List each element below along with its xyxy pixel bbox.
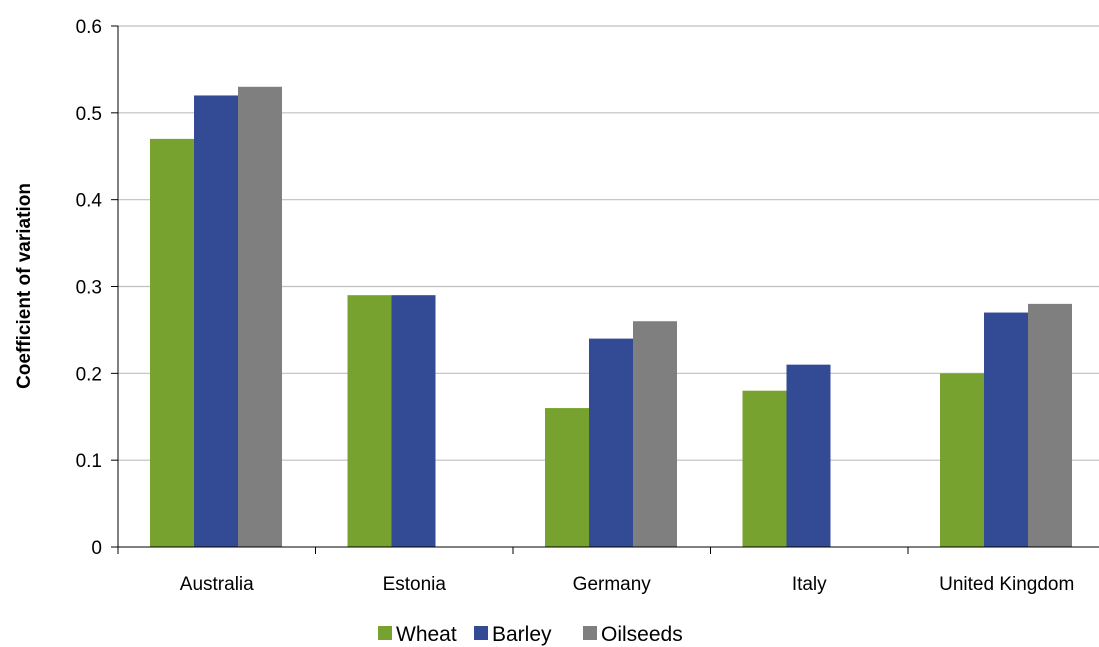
- y-tick-label: 0.3: [76, 278, 102, 299]
- x-tick-label: United Kingdom: [939, 574, 1074, 595]
- bars: [150, 86, 1072, 548]
- bar-barley-estonia: [391, 295, 436, 547]
- legend-label-oilseeds: Oilseeds: [601, 623, 683, 646]
- legend-label-barley: Barley: [492, 623, 552, 646]
- x-tick-label: Germany: [573, 574, 652, 595]
- axes: [111, 25, 1099, 554]
- bar-wheat-australia: [150, 138, 194, 547]
- x-tick-label: Estonia: [383, 574, 447, 595]
- bar-barley-australia: [194, 95, 238, 547]
- y-tick-label: 0.2: [76, 364, 102, 385]
- y-tick-label: 0: [91, 538, 102, 559]
- y-tick-label: 0.1: [76, 451, 102, 472]
- bar-oilseeds-united-kingdom: [1028, 303, 1072, 547]
- bar-wheat-italy: [742, 390, 787, 547]
- legend-swatch-wheat: [378, 626, 392, 640]
- legend-label-wheat: Wheat: [396, 623, 457, 646]
- y-tick-labels: 0 0.1 0.2 0.3 0.4 0.5 0.6: [76, 17, 103, 559]
- y-tick-label: 0.4: [76, 191, 103, 212]
- y-axis-title: Coefficient of variation: [14, 183, 35, 389]
- legend-swatch-oilseeds: [583, 626, 597, 640]
- legend-swatch-barley: [474, 626, 488, 640]
- bar-wheat-estonia: [347, 295, 392, 547]
- bar-barley-germany: [589, 338, 633, 547]
- bar-oilseeds-germany: [633, 321, 677, 547]
- bar-oilseeds-australia: [238, 86, 282, 548]
- bar-barley-italy: [786, 364, 831, 547]
- bar-wheat-germany: [545, 408, 589, 547]
- y-tick-label: 0.5: [76, 104, 102, 125]
- x-tick-label: Australia: [180, 574, 254, 595]
- bar-wheat-united-kingdom: [940, 373, 984, 547]
- y-tick-label: 0.6: [76, 17, 102, 38]
- x-tick-labels: Australia Estonia Germany Italy United Kingd…: [180, 574, 1075, 595]
- legend: Wheat Barley Oilseeds: [378, 623, 683, 646]
- x-tick-label: Italy: [792, 574, 827, 595]
- bar-barley-united-kingdom: [984, 312, 1028, 547]
